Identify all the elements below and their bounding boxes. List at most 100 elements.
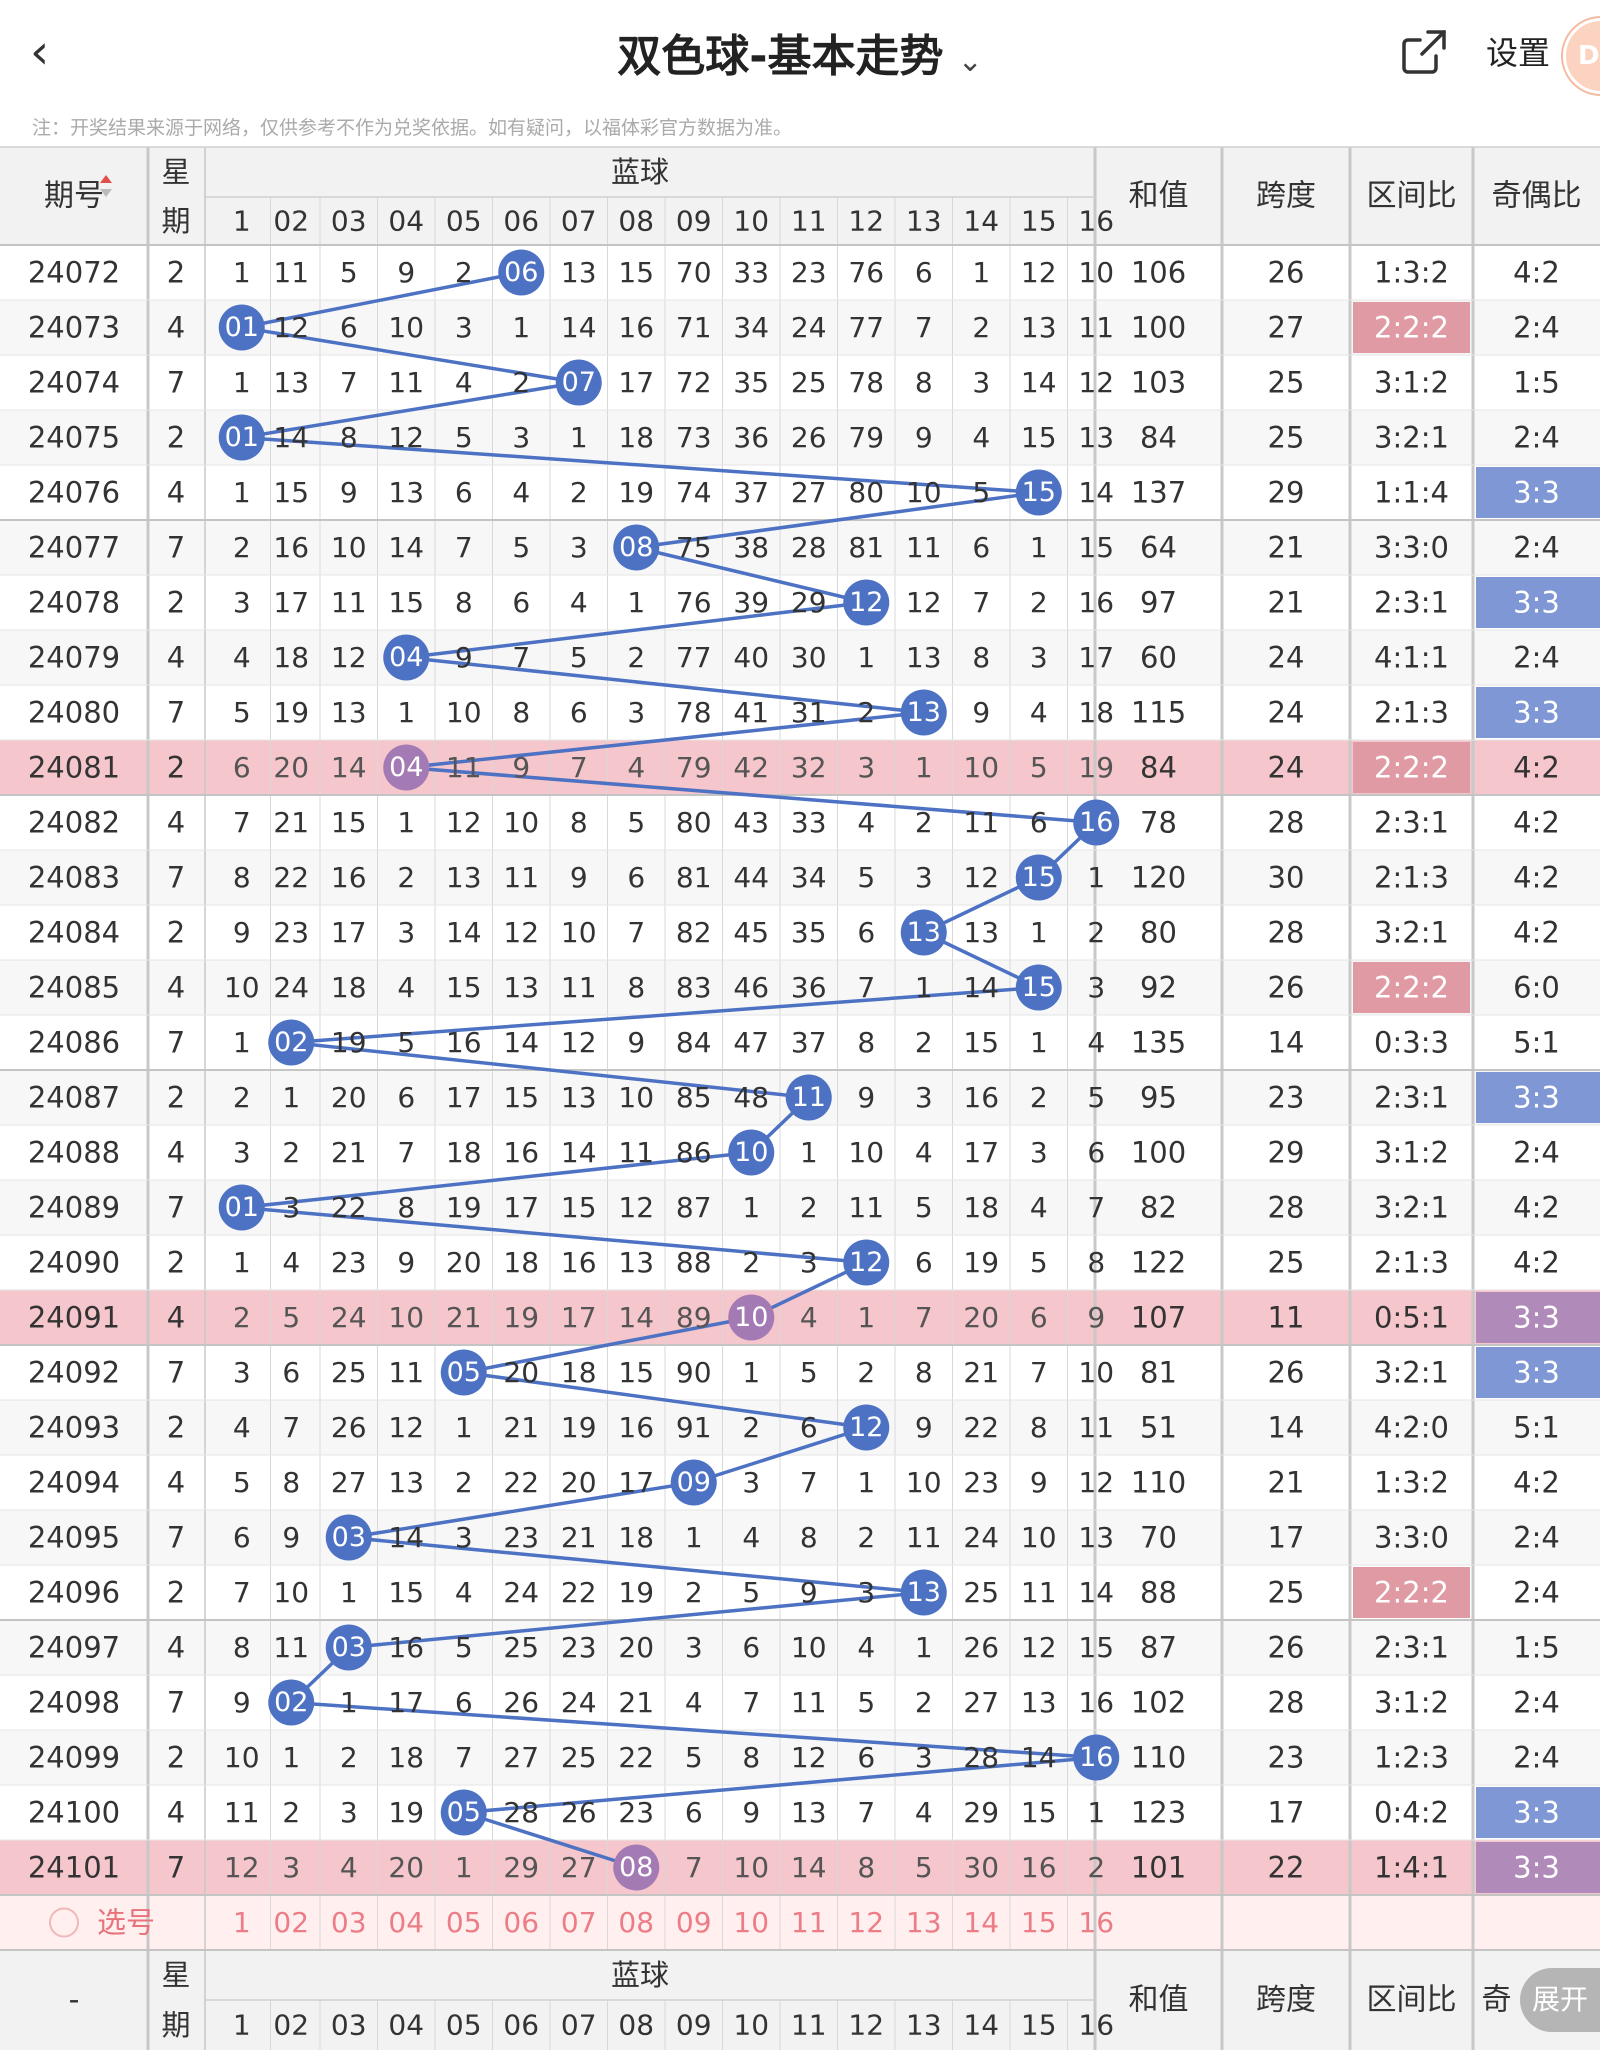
select-ball-button[interactable]: 12 (848, 1906, 884, 1939)
sort-up-icon[interactable] (100, 175, 112, 183)
zone-ratio-cell: 2:3:1 (1374, 586, 1449, 620)
select-ball-button[interactable]: 16 (1078, 1906, 1114, 1939)
select-ball-button[interactable]: 11 (791, 1906, 827, 1939)
period-cell[interactable]: 24093 (28, 1411, 120, 1445)
period-cell[interactable]: 24083 (28, 861, 120, 895)
miss-count-cell: 2 (455, 1466, 473, 1499)
miss-count-cell: 3 (233, 586, 251, 619)
period-cell[interactable]: 24086 (28, 1026, 120, 1060)
period-cell[interactable]: 24080 (28, 696, 120, 730)
period-cell[interactable]: 24072 (28, 256, 120, 290)
period-cell[interactable]: 24095 (28, 1521, 120, 1555)
miss-count-cell: 14 (963, 971, 999, 1004)
select-ball-button[interactable]: 1 (233, 1906, 251, 1939)
period-cell[interactable]: 24097 (28, 1631, 120, 1665)
miss-count-cell: 9 (282, 1521, 300, 1554)
select-ball-button[interactable]: 07 (561, 1906, 597, 1939)
blue-ball-marker (383, 744, 430, 791)
period-cell[interactable]: 24098 (28, 1686, 120, 1720)
period-cell[interactable]: 24100 (28, 1796, 120, 1830)
select-ball-button[interactable]: 04 (388, 1906, 424, 1939)
miss-count-cell: 86 (676, 1136, 712, 1169)
select-ball-button[interactable]: 05 (446, 1906, 482, 1939)
blue-ball-header: 蓝球 (611, 155, 669, 189)
period-cell[interactable]: 24096 (28, 1576, 120, 1610)
miss-count-cell: 17 (618, 1466, 654, 1499)
odd-even-cell: 1:5 (1513, 366, 1560, 400)
period-cell[interactable]: 24089 (28, 1191, 120, 1225)
period-cell[interactable]: 24085 (28, 971, 120, 1005)
select-ball-button[interactable]: 03 (331, 1906, 367, 1939)
period-cell[interactable]: 24091 (28, 1301, 120, 1335)
select-ball-button[interactable]: 09 (676, 1906, 712, 1939)
select-ball-button[interactable]: 15 (1021, 1906, 1057, 1939)
odd-even-cell: 5:1 (1513, 1026, 1560, 1060)
span-cell: 17 (1268, 1796, 1305, 1830)
miss-count-cell: 8 (857, 1851, 875, 1884)
period-cell[interactable]: 24090 (28, 1246, 120, 1280)
miss-count-cell: 7 (340, 366, 358, 399)
miss-count-cell: 16 (503, 1136, 539, 1169)
expand-button[interactable]: 展开 (1520, 1968, 1600, 2032)
select-row-label[interactable]: 选号 (97, 1906, 155, 1940)
back-arrow-icon[interactable]: ‹ (30, 24, 50, 80)
period-cell[interactable]: 24081 (28, 751, 120, 785)
zone-ratio-cell: 2:1:3 (1374, 1246, 1449, 1280)
span-cell: 26 (1268, 1631, 1305, 1665)
period-cell[interactable]: 24075 (28, 421, 120, 455)
zone-ratio-cell: 3:2:1 (1374, 916, 1449, 950)
period-cell[interactable]: 24087 (28, 1081, 120, 1115)
sort-down-icon[interactable] (100, 189, 112, 197)
odd-even-cell: 2:4 (1513, 1576, 1560, 1610)
table-row-bg (0, 1455, 1600, 1510)
select-ball-button[interactable]: 10 (733, 1906, 769, 1939)
settings-button[interactable]: 设置 (1486, 34, 1551, 72)
select-ball-button[interactable]: 06 (503, 1906, 539, 1939)
period-cell[interactable]: 24076 (28, 476, 120, 510)
period-cell[interactable]: 24074 (28, 366, 120, 400)
period-cell[interactable]: 24101 (28, 1851, 120, 1885)
select-ball-button[interactable]: 02 (273, 1906, 309, 1939)
select-radio-icon[interactable] (49, 1907, 79, 1938)
table-row-bg (0, 1510, 1600, 1565)
miss-count-cell: 10 (791, 1631, 827, 1664)
period-cell[interactable]: 24099 (28, 1741, 120, 1775)
share-icon[interactable] (1398, 26, 1450, 78)
period-cell[interactable]: 24077 (28, 531, 120, 565)
period-header[interactable]: 期号 (44, 179, 104, 214)
period-cell[interactable]: 24094 (28, 1466, 120, 1500)
chevron-down-icon[interactable]: ⌄ (957, 44, 983, 79)
miss-count-cell: 16 (618, 311, 654, 344)
period-cell[interactable]: 24084 (28, 916, 120, 950)
period-cell[interactable]: 24082 (28, 806, 120, 840)
period-cell[interactable]: 24088 (28, 1136, 120, 1170)
zone-ratio-highlight (1353, 742, 1470, 793)
period-cell[interactable]: 24078 (28, 586, 120, 620)
miss-count-cell: 5 (233, 696, 251, 729)
select-ball-button[interactable]: 14 (963, 1906, 999, 1939)
period-cell[interactable]: 24073 (28, 311, 120, 345)
footer-period-header[interactable]: - (69, 1983, 80, 2018)
miss-count-cell: 21 (561, 1521, 597, 1554)
blue-ball-marker (440, 1349, 487, 1396)
select-ball-button[interactable]: 08 (618, 1906, 654, 1939)
span-cell: 26 (1268, 256, 1305, 290)
miss-count-cell: 10 (388, 311, 424, 344)
miss-count-cell: 90 (676, 1356, 712, 1389)
period-cell[interactable]: 24092 (28, 1356, 120, 1390)
miss-count-cell: 1 (915, 751, 933, 784)
period-cell[interactable]: 24079 (28, 641, 120, 675)
page-title[interactable]: 双色球-基本走势 ⌄ (0, 20, 1600, 84)
page-title-text: 双色球-基本走势 (617, 31, 944, 82)
miss-count-cell: 13 (561, 256, 597, 289)
miss-count-cell: 31 (791, 696, 827, 729)
miss-count-cell: 11 (618, 1136, 654, 1169)
select-ball-button[interactable]: 13 (906, 1906, 942, 1939)
table-row-bg (0, 1675, 1600, 1730)
miss-count-cell: 16 (1021, 1851, 1057, 1884)
week-cell: 2 (167, 751, 185, 785)
blue-ball-number: 12 (849, 1247, 883, 1278)
zone-ratio-highlight (1353, 1567, 1470, 1618)
miss-count-cell: 28 (791, 531, 827, 564)
miss-count-cell: 10 (906, 476, 942, 509)
